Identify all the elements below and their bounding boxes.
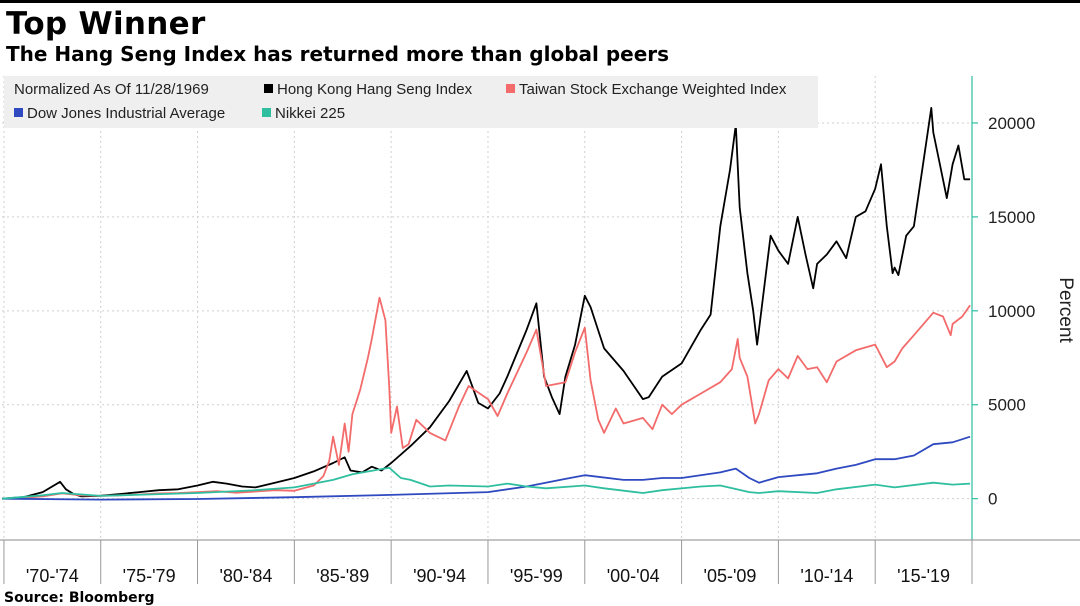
x-tick-label: '10-'14 — [800, 566, 853, 586]
x-tick-label: '15-'19 — [897, 566, 950, 586]
legend-label: Taiwan Stock Exchange Weighted Index — [519, 81, 787, 98]
x-tick-label: '90-'94 — [413, 566, 466, 586]
y-tick-label: 20000 — [988, 114, 1035, 133]
x-tick-label: '00-'04 — [607, 566, 660, 586]
y-axis-label: Percent — [1055, 277, 1076, 343]
x-tick-label: '75-'79 — [123, 566, 176, 586]
legend-swatch — [262, 108, 271, 117]
legend-background — [4, 76, 818, 128]
x-tick-label: '05-'09 — [704, 566, 757, 586]
axes — [0, 76, 1080, 584]
x-tick-label: '95-'99 — [510, 566, 563, 586]
series-lines — [1, 107, 971, 501]
series-line-nikkei-225 — [1, 466, 971, 500]
series-line-taiwan-stock-exchange-weighted-index — [1, 296, 971, 500]
y-tick-label: 15000 — [988, 208, 1035, 227]
y-axis-labels: 0 5000 10000 15000 20000 — [988, 114, 1035, 509]
y-tick-label: 0 — [988, 490, 997, 509]
legend-label: Hong Kong Hang Seng Index — [277, 81, 473, 98]
x-tick-label: '70-'74 — [26, 566, 79, 586]
legend-label: Dow Jones Industrial Average — [27, 105, 225, 122]
y-tick-label: 5000 — [988, 396, 1026, 415]
legend-swatch — [264, 84, 273, 93]
source-note: Source: Bloomberg — [4, 590, 155, 606]
legend-label: Nikkei 225 — [275, 105, 345, 122]
legend-swatch — [14, 108, 23, 117]
chart-title: Top Winner — [6, 6, 206, 42]
series-line-dow-jones-industrial-average — [1, 435, 971, 501]
x-tick-label: '85-'89 — [316, 566, 369, 586]
y-tick-label: 10000 — [988, 302, 1035, 321]
series-line-hong-kong-hang-seng-index — [1, 107, 971, 500]
legend: Normalized As Of 11/28/1969 Hong Kong Han… — [4, 76, 818, 128]
legend-title: Normalized As Of 11/28/1969 — [14, 81, 209, 98]
line-chart: '70-'74 '75-'79 '80-'84 '85-'89 '90-'94 '95-'… — [0, 76, 1080, 586]
top-rule — [0, 0, 1080, 3]
x-tick-label: '80-'84 — [219, 566, 272, 586]
legend-swatch — [506, 84, 515, 93]
chart-subtitle: The Hang Seng Index has returned more th… — [6, 42, 670, 66]
x-axis-labels: '70-'74 '75-'79 '80-'84 '85-'89 '90-'94 '95-'… — [26, 566, 950, 586]
